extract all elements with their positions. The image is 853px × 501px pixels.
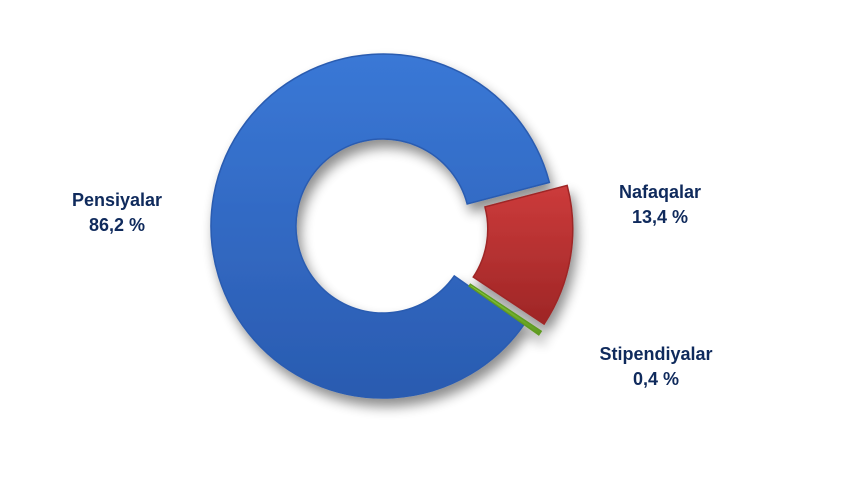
slice-label-pensiyalar: Pensiyalar — [72, 190, 162, 210]
slice-pensiyalar — [210, 53, 551, 399]
slice-label-stipendiyalar: Stipendiyalar — [599, 344, 712, 364]
slices-group — [210, 53, 574, 399]
slice-nafaqalar — [472, 184, 574, 326]
slice-value-pensiyalar: 86,2 % — [89, 215, 145, 235]
slice-value-stipendiyalar: 0,4 % — [633, 369, 679, 389]
slice-value-nafaqalar: 13,4 % — [632, 207, 688, 227]
labels-group: Pensiyalar 86,2 % Nafaqalar 13,4 % Stipendiy… — [72, 182, 713, 389]
slice-label-nafaqalar: Nafaqalar — [619, 182, 701, 202]
slice-stipendiyalar — [468, 283, 543, 336]
